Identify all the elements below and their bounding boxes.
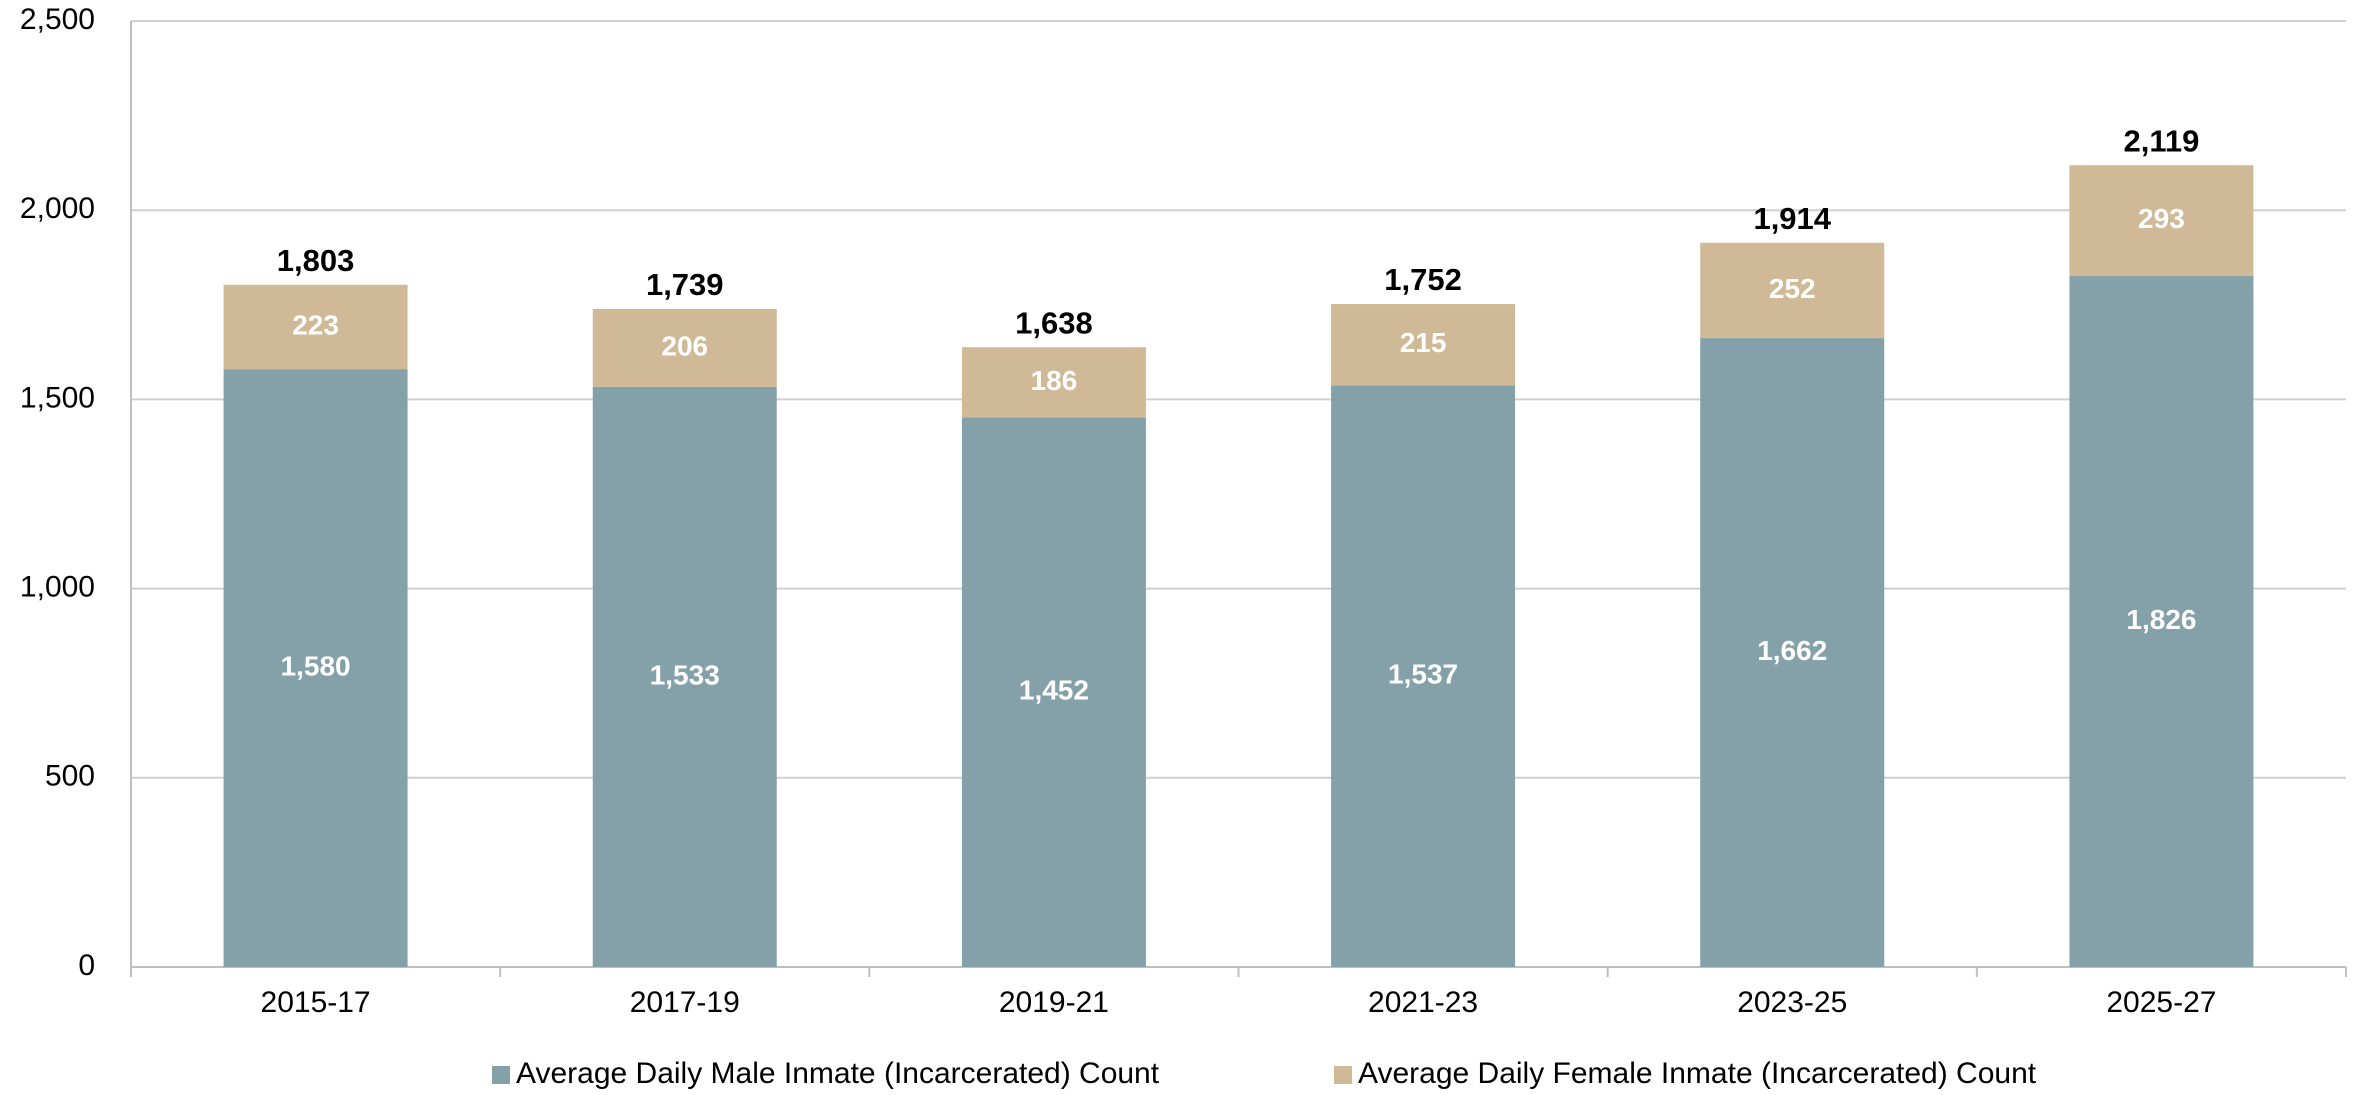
legend-label: Average Daily Male Inmate (Incarcerated)… [516, 1057, 1160, 1090]
total-label: 1,739 [646, 267, 724, 302]
legend-swatch [492, 1066, 510, 1084]
data-label: 1,537 [1388, 659, 1458, 690]
total-label: 2,119 [2123, 123, 2199, 158]
data-label: 215 [1400, 327, 1447, 358]
bar-segment [1700, 242, 1885, 339]
total-label: 1,752 [1384, 262, 1462, 297]
total-label: 1,914 [1753, 201, 1831, 236]
data-label: 1,662 [1757, 635, 1827, 666]
total-label: 1,638 [1015, 305, 1093, 340]
y-tick-label: 0 [78, 949, 95, 982]
legend-swatch [1334, 1066, 1352, 1084]
data-label: 1,452 [1019, 675, 1089, 706]
data-label: 293 [2138, 203, 2185, 234]
bar-segment [223, 284, 408, 370]
bar-segment [2069, 165, 2254, 277]
data-label: 223 [292, 309, 339, 340]
bar-segment [592, 308, 777, 387]
x-tick-label: 2021-23 [1368, 986, 1478, 1019]
x-tick-label: 2017-19 [630, 986, 740, 1019]
x-tick-label: 2015-17 [261, 986, 371, 1019]
data-label: 186 [1031, 365, 1078, 396]
y-tick-label: 1,500 [20, 381, 95, 414]
bar-segment [961, 417, 1146, 967]
bar-segment [1331, 304, 1516, 386]
legend-label: Average Daily Female Inmate (Incarcerate… [1358, 1057, 2037, 1090]
bar-segment [223, 369, 408, 967]
bar-segment [1700, 338, 1885, 967]
y-tick-label: 500 [45, 760, 95, 793]
data-label: 206 [661, 330, 708, 361]
data-label: 1,533 [650, 659, 720, 690]
data-label: 252 [1769, 273, 1816, 304]
y-tick-label: 2,500 [20, 3, 95, 36]
data-label: 1,826 [2126, 604, 2196, 635]
bar-segment [1331, 385, 1516, 968]
y-tick-label: 2,000 [20, 192, 95, 225]
y-tick-label: 1,000 [20, 571, 95, 604]
total-label: 1,803 [277, 243, 355, 278]
x-tick-label: 2019-21 [999, 986, 1109, 1019]
x-tick-label: 2023-25 [1737, 986, 1847, 1019]
bar-segment [2069, 276, 2254, 967]
data-label: 1,580 [281, 650, 351, 681]
x-tick-label: 2025-27 [2106, 986, 2216, 1019]
bar-segment [961, 347, 1146, 418]
bar-segment [592, 386, 777, 967]
